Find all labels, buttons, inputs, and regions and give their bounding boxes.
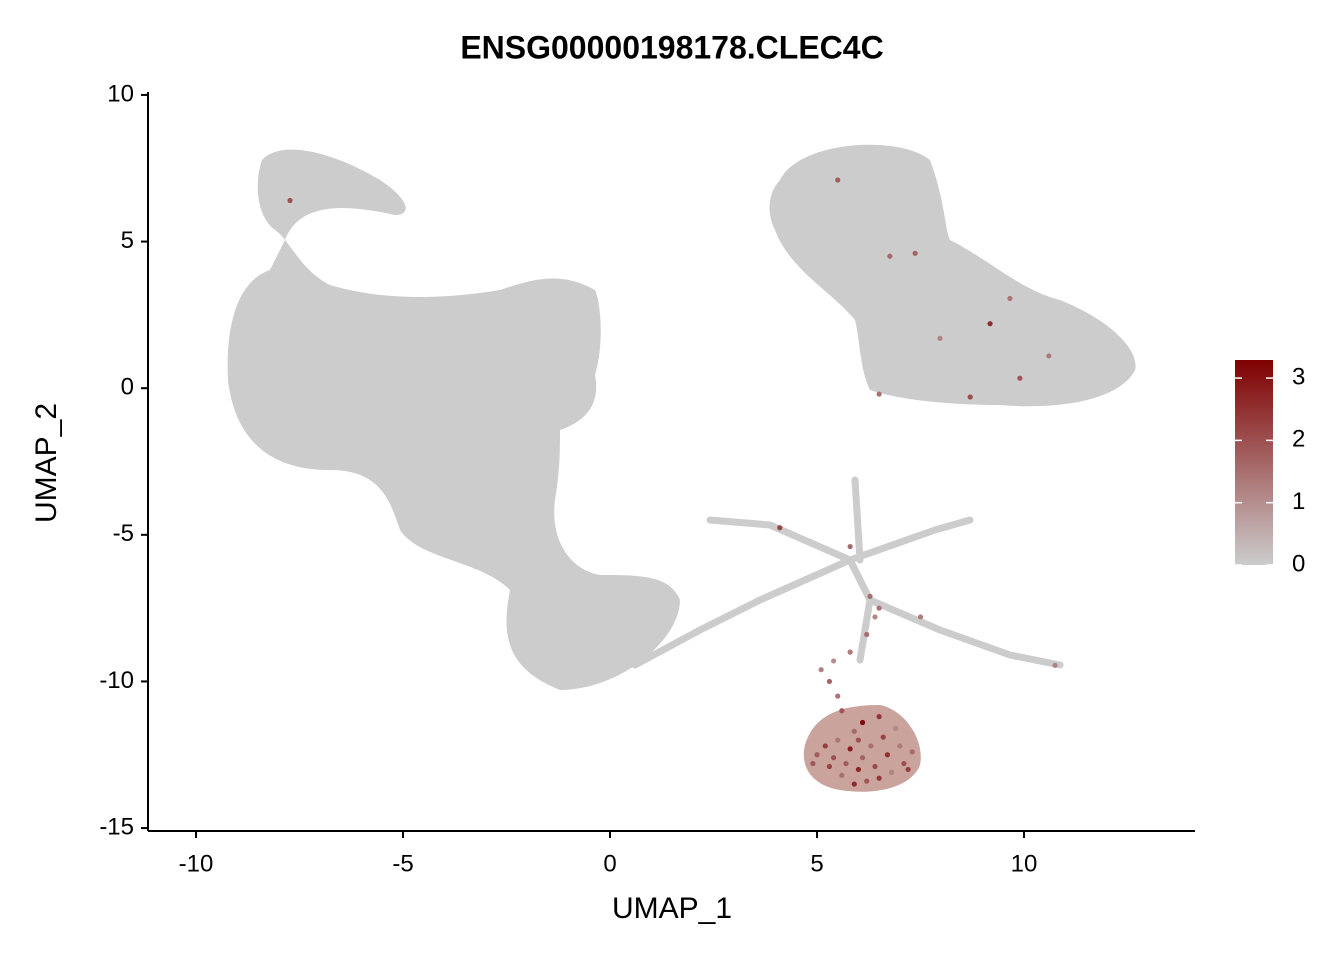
color-bar <box>1235 360 1273 565</box>
cell-point <box>847 543 853 550</box>
color-tick-label: 0 <box>1292 550 1305 577</box>
color-tick-label: 1 <box>1292 488 1305 515</box>
cell-point <box>839 772 845 778</box>
cell-point <box>818 667 824 673</box>
cell-point <box>839 708 845 714</box>
cell-point <box>822 743 828 749</box>
chart-title: ENSG00000198178.CLEC4C <box>460 29 883 65</box>
x-axis-title: UMAP_1 <box>612 892 732 925</box>
cell-point <box>847 649 853 655</box>
cell-point <box>851 781 857 787</box>
cell-point <box>884 752 890 758</box>
cell-point <box>1017 375 1023 381</box>
cell-point <box>937 335 943 341</box>
cell-point <box>917 614 924 620</box>
cell-cloud <box>227 149 681 690</box>
y-tick-label: -15 <box>99 813 134 840</box>
cell-point <box>859 755 866 761</box>
cell-point <box>843 760 849 767</box>
y-tick-label: 10 <box>107 80 134 107</box>
cell-point <box>888 769 895 775</box>
cell-point <box>835 693 841 699</box>
x-tick-label: 10 <box>1011 850 1038 877</box>
color-tick-label: 3 <box>1292 363 1305 390</box>
cell-point <box>855 766 862 773</box>
y-tick-label: -5 <box>113 520 134 547</box>
x-tick-label: -5 <box>392 850 413 877</box>
cell-point <box>1052 662 1058 668</box>
cell-cloud <box>803 705 921 792</box>
x-tick-label: -10 <box>179 850 214 877</box>
cell-point <box>1046 353 1052 359</box>
cell-point <box>847 746 853 752</box>
cell-point <box>864 778 870 784</box>
cell-point <box>826 763 833 770</box>
y-tick-label: -10 <box>99 667 134 694</box>
x-tick-label: 5 <box>810 850 823 877</box>
cell-point <box>912 250 918 256</box>
cell-point <box>897 743 903 749</box>
cell-point <box>855 737 862 743</box>
cell-point <box>835 737 841 743</box>
cell-point <box>868 743 874 749</box>
cell-point <box>287 197 293 204</box>
cell-point <box>872 614 878 620</box>
cell-point <box>887 253 893 259</box>
cell-point <box>814 752 820 758</box>
cell-point <box>909 749 915 755</box>
cell-point <box>901 760 907 767</box>
color-tick-label: 2 <box>1292 426 1305 453</box>
cell-point <box>905 766 911 773</box>
cell-point <box>864 631 870 638</box>
cell-point <box>967 394 973 400</box>
cell-clouds <box>227 144 1136 792</box>
y-tick-label: 0 <box>121 374 134 401</box>
cell-point <box>893 725 899 731</box>
y-tick-label: 5 <box>121 227 134 254</box>
cell-point <box>830 755 837 761</box>
cell-point <box>872 763 878 770</box>
cell-cloud <box>769 144 1136 407</box>
cell-point <box>777 525 783 531</box>
y-axis-title: UMAP_2 <box>30 403 63 523</box>
cell-point <box>826 678 833 685</box>
cell-point <box>880 734 886 740</box>
cell-point <box>830 658 837 664</box>
cell-point <box>851 728 857 734</box>
cell-point <box>1007 295 1013 302</box>
cell-point <box>859 719 866 726</box>
cell-point <box>876 775 882 781</box>
cell-point <box>876 605 882 611</box>
cell-point <box>987 321 993 327</box>
cell-point <box>876 391 882 397</box>
cell-point <box>810 760 816 767</box>
cell-branch <box>631 476 1064 669</box>
x-tick-label: 0 <box>603 850 616 877</box>
cell-point <box>835 177 841 183</box>
cell-point <box>867 593 873 599</box>
cell-point <box>876 714 882 720</box>
